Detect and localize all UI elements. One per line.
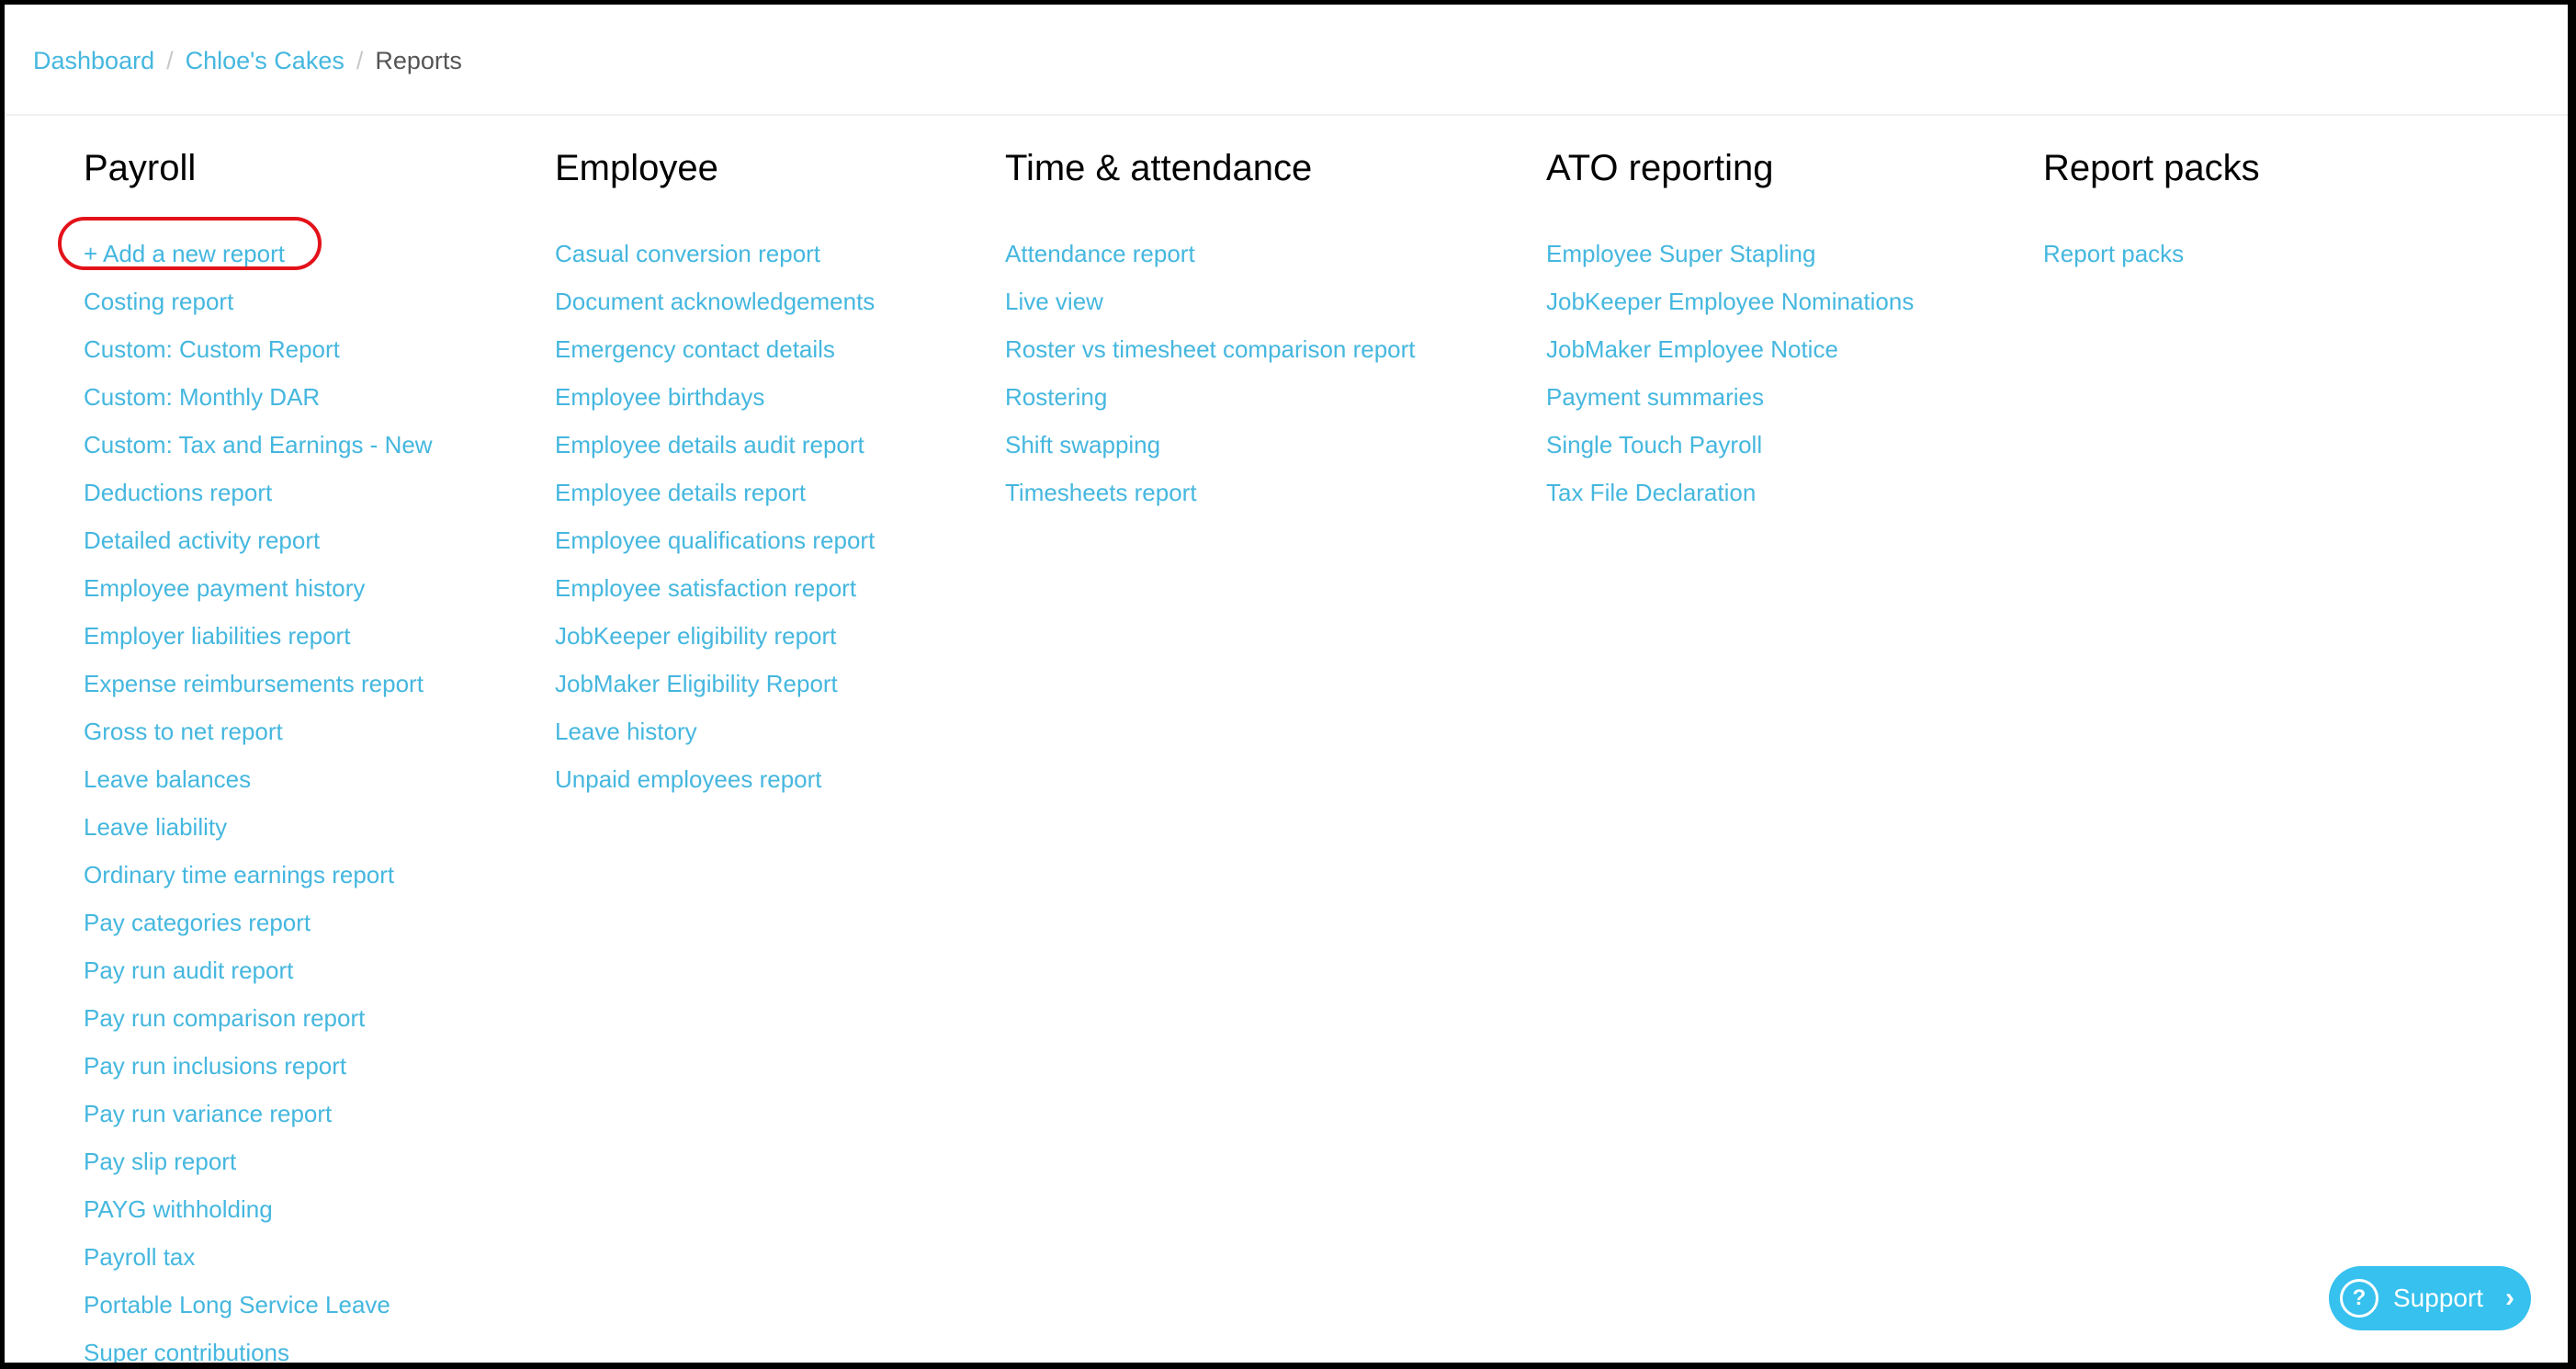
report-link[interactable]: Leave liability (84, 813, 228, 841)
reports-page: Dashboard / Chloe's Cakes / Reports Payroll +… (5, 5, 2568, 1363)
report-link[interactable]: Pay run inclusions report (84, 1052, 347, 1080)
report-link[interactable]: Report packs (2043, 240, 2185, 267)
report-link[interactable]: Pay categories report (84, 909, 311, 936)
report-link[interactable]: Leave history (555, 718, 697, 745)
report-link[interactable]: Detailed activity report (84, 526, 321, 554)
report-link[interactable]: Custom: Custom Report (84, 335, 340, 363)
report-link[interactable]: Employee details audit report (555, 431, 864, 458)
report-link[interactable]: Custom: Monthly DAR (84, 383, 321, 411)
breadcrumb-separator: / (356, 47, 364, 74)
report-link[interactable]: Deductions report (84, 479, 273, 506)
report-link[interactable]: Costing report (84, 288, 234, 315)
report-link[interactable]: Timesheets report (1005, 479, 1197, 506)
report-link[interactable]: Gross to net report (84, 718, 283, 745)
add-new-report-link[interactable]: + Add a new report (84, 240, 285, 267)
column-employee: Employee Casual conversion report Document… (555, 147, 875, 803)
report-link[interactable]: Super contributions (84, 1339, 290, 1363)
report-link[interactable]: Employer liabilities report (84, 622, 351, 650)
report-link[interactable]: Shift swapping (1005, 431, 1161, 458)
report-link[interactable]: Live view (1005, 288, 1103, 315)
report-link[interactable]: Employee Super Stapling (1546, 240, 1816, 267)
report-link[interactable]: Attendance report (1005, 240, 1195, 267)
report-link[interactable]: Ordinary time earnings report (84, 861, 395, 888)
report-link[interactable]: Employee birthdays (555, 383, 765, 411)
support-label: Support (2393, 1284, 2484, 1312)
report-link[interactable]: Payment summaries (1546, 383, 1764, 411)
report-link[interactable]: Employee details report (555, 479, 807, 506)
report-link[interactable]: Unpaid employees report (555, 765, 822, 793)
column-ato-reporting: ATO reporting Employee Super Stapling JobK… (1546, 147, 1914, 516)
report-link[interactable]: Payroll tax (84, 1243, 196, 1271)
breadcrumb: Dashboard / Chloe's Cakes / Reports (33, 45, 462, 76)
report-link[interactable]: Employee qualifications report (555, 526, 876, 554)
report-link[interactable]: Pay run variance report (84, 1100, 333, 1127)
report-link[interactable]: Pay slip report (84, 1148, 237, 1175)
report-link[interactable]: PAYG withholding (84, 1195, 273, 1223)
report-link[interactable]: Single Touch Payroll (1546, 431, 1763, 458)
report-link[interactable]: Custom: Tax and Earnings - New (84, 431, 433, 458)
column-heading: Payroll (84, 148, 197, 188)
column-heading: Report packs (2043, 148, 2260, 188)
report-link[interactable]: Casual conversion report (555, 240, 821, 267)
highlight-ring-annotation (58, 217, 322, 270)
report-link[interactable]: JobMaker Eligibility Report (555, 670, 838, 697)
report-link[interactable]: Leave balances (84, 765, 252, 793)
column-payroll: Payroll + Add a new report Costing report C… (84, 147, 433, 1363)
report-link[interactable]: JobMaker Employee Notice (1546, 335, 1838, 363)
report-link[interactable]: Document acknowledgements (555, 288, 876, 315)
report-link[interactable]: Expense reimbursements report (84, 670, 424, 697)
breadcrumb-chloes-cakes[interactable]: Chloe's Cakes (185, 47, 345, 74)
column-report-packs: Report packs Report packs (2043, 147, 2260, 277)
chevron-right-icon: › (2505, 1283, 2514, 1313)
report-link[interactable]: Portable Long Service Leave (84, 1291, 390, 1318)
support-button[interactable]: ? Support › (2329, 1266, 2531, 1330)
header-divider (5, 114, 2568, 116)
report-link[interactable]: Rostering (1005, 383, 1108, 411)
report-link[interactable]: JobKeeper Employee Nominations (1546, 288, 1915, 315)
column-heading: ATO reporting (1546, 148, 1774, 188)
report-link[interactable]: Employee satisfaction report (555, 574, 857, 602)
breadcrumb-dashboard[interactable]: Dashboard (33, 47, 155, 74)
breadcrumb-current: Reports (375, 47, 462, 74)
report-link[interactable]: Roster vs timesheet comparison report (1005, 335, 1416, 363)
breadcrumb-separator: / (166, 47, 174, 74)
column-heading: Time & attendance (1005, 148, 1313, 188)
report-link[interactable]: JobKeeper eligibility report (555, 622, 837, 650)
report-link[interactable]: Pay run audit report (84, 956, 294, 984)
report-link[interactable]: Emergency contact details (555, 335, 835, 363)
report-link[interactable]: Tax File Declaration (1546, 479, 1757, 506)
question-circle-icon: ? (2340, 1279, 2378, 1318)
column-heading: Employee (555, 148, 718, 188)
report-link[interactable]: Employee payment history (84, 574, 366, 602)
column-time-attendance: Time & attendance Attendance report Live v… (1005, 147, 1416, 516)
report-link[interactable]: Pay run comparison report (84, 1004, 366, 1032)
